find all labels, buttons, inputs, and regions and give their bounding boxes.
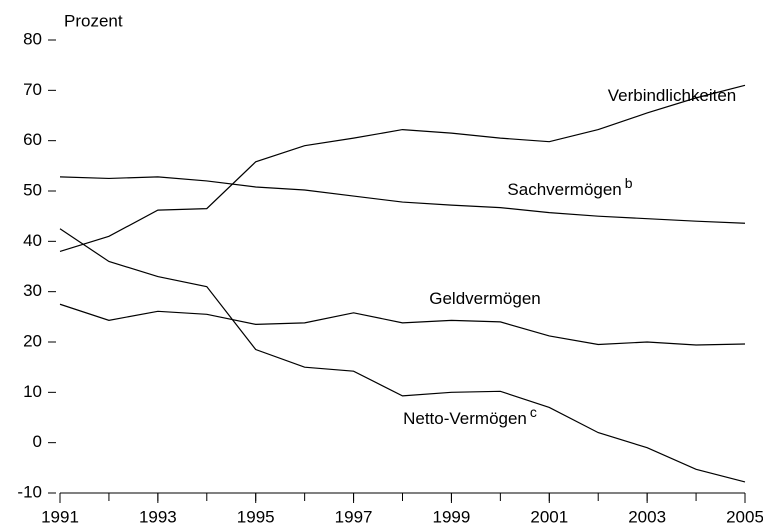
y-tick-label: -10 — [17, 482, 42, 501]
series-name: Geldvermögen — [429, 289, 541, 308]
x-tick-label: 1997 — [335, 507, 373, 526]
y-tick-label: 10 — [23, 382, 42, 401]
x-tick-label: 2003 — [628, 507, 666, 526]
series-line — [59, 228, 746, 483]
y-tick-label: 80 — [23, 29, 42, 48]
series-label: Sachvermögen b — [507, 175, 632, 200]
x-tick-label: 2001 — [530, 507, 568, 526]
series-label: Verbindlichkeiten — [608, 86, 737, 105]
y-tick-label: 30 — [23, 281, 42, 300]
series-line — [59, 84, 746, 252]
series-line — [59, 176, 746, 224]
y-tick-label: 70 — [23, 80, 42, 99]
series-line — [59, 303, 746, 346]
y-axis-label: Prozent — [64, 11, 123, 30]
x-tick-label: 2005 — [726, 507, 763, 526]
series-name: Netto-Vermögen — [403, 409, 527, 428]
x-tick-label: 1991 — [41, 507, 79, 526]
series-note: c — [530, 404, 537, 420]
y-tick-label: 60 — [23, 130, 42, 149]
y-tick-label: 50 — [23, 180, 42, 199]
series-name: Sachvermögen — [507, 180, 621, 199]
y-tick-label: 40 — [23, 231, 42, 250]
series-label: Geldvermögen — [429, 289, 541, 308]
y-tick-label: 20 — [23, 331, 42, 350]
x-tick-label: 1995 — [237, 507, 275, 526]
x-tick-label: 1993 — [139, 507, 177, 526]
y-tick-label: 0 — [33, 432, 42, 451]
x-tick-label: 1999 — [433, 507, 471, 526]
series-note: b — [625, 175, 633, 191]
series-label: Netto-Vermögen c — [403, 404, 537, 429]
series-name: Verbindlichkeiten — [608, 86, 737, 105]
